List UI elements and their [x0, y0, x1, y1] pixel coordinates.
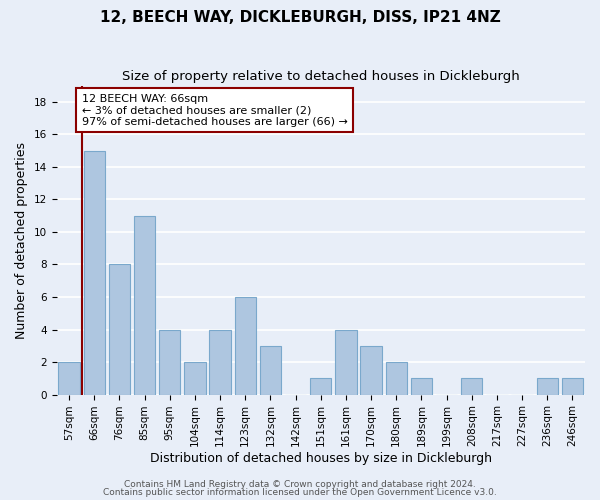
Bar [461, 378, 482, 394]
Bar [184, 362, 206, 394]
Bar [411, 378, 432, 394]
Bar [386, 362, 407, 394]
Title: Size of property relative to detached houses in Dickleburgh: Size of property relative to detached ho… [122, 70, 520, 83]
Bar [536, 378, 558, 394]
Text: Contains HM Land Registry data © Crown copyright and database right 2024.: Contains HM Land Registry data © Crown c… [124, 480, 476, 489]
X-axis label: Distribution of detached houses by size in Dickleburgh: Distribution of detached houses by size … [150, 452, 492, 465]
Text: 12, BEECH WAY, DICKLEBURGH, DISS, IP21 4NZ: 12, BEECH WAY, DICKLEBURGH, DISS, IP21 4… [100, 10, 500, 25]
Bar [335, 330, 356, 394]
Text: Contains public sector information licensed under the Open Government Licence v3: Contains public sector information licen… [103, 488, 497, 497]
Bar [361, 346, 382, 395]
Bar [235, 297, 256, 394]
Bar [58, 362, 80, 394]
Bar [134, 216, 155, 394]
Bar [260, 346, 281, 395]
Bar [562, 378, 583, 394]
Bar [209, 330, 231, 394]
Bar [83, 150, 105, 394]
Bar [159, 330, 181, 394]
Text: 12 BEECH WAY: 66sqm
← 3% of detached houses are smaller (2)
97% of semi-detached: 12 BEECH WAY: 66sqm ← 3% of detached hou… [82, 94, 347, 127]
Y-axis label: Number of detached properties: Number of detached properties [15, 142, 28, 338]
Bar [109, 264, 130, 394]
Bar [310, 378, 331, 394]
